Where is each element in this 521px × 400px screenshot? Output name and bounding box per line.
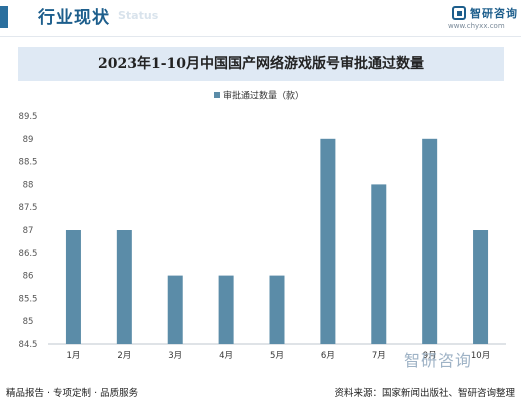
y-tick-label: 86 xyxy=(23,272,34,282)
y-tick-label: 85.5 xyxy=(19,294,38,304)
x-tick-label: 3月 xyxy=(168,351,182,361)
header-divider xyxy=(0,36,521,37)
y-tick-label: 89.5 xyxy=(19,112,38,122)
x-tick-label: 7月 xyxy=(372,351,386,361)
page-title-english: Status xyxy=(118,9,159,22)
bar xyxy=(167,275,183,344)
legend-swatch xyxy=(214,92,220,98)
footer-source: 资料来源：国家新闻出版社、智研咨询整理 xyxy=(334,388,515,399)
x-tick-label: 6月 xyxy=(321,351,335,361)
bar xyxy=(65,230,81,344)
logo-icon xyxy=(452,6,466,20)
y-tick-label: 89 xyxy=(23,135,34,145)
bar xyxy=(116,230,132,344)
logo-name: 智研咨询 xyxy=(470,7,518,20)
x-tick-label: 5月 xyxy=(270,351,284,361)
legend-label: 审批通过数量（款） xyxy=(223,90,304,102)
bar xyxy=(422,138,438,344)
x-tick-label: 2月 xyxy=(117,351,131,361)
x-tick-label: 1月 xyxy=(66,351,80,361)
x-tick-label: 10月 xyxy=(471,351,490,361)
bar xyxy=(473,230,489,344)
bar xyxy=(269,275,285,344)
bar-chart: 审批通过数量（款） 84.5 85 85.5 86 86.5 87 87.5 88 88.5 89 8… xyxy=(19,90,506,361)
bar xyxy=(218,275,234,344)
y-tick-label: 87 xyxy=(23,226,34,236)
logo-url: www.chyxx.com xyxy=(448,22,505,30)
y-tick-label: 88.5 xyxy=(19,158,38,168)
chart-title-band: 2023年1-10月中国国产网络游戏版号审批通过数量 xyxy=(18,47,504,81)
x-tick-label: 9月 xyxy=(423,351,437,361)
x-tick-label: 4月 xyxy=(219,351,233,361)
page-title: 行业现状 xyxy=(38,8,110,28)
y-tick-label: 87.5 xyxy=(19,203,38,213)
bar xyxy=(320,138,336,344)
footer-slogan: 精品报告 · 专项定制 · 品质服务 xyxy=(6,388,139,399)
chart-title: 2023年1-10月中国国产网络游戏版号审批通过数量 xyxy=(98,56,424,72)
y-tick-label: 86.5 xyxy=(19,249,38,259)
y-tick-label: 85 xyxy=(23,317,34,327)
header-accent-bar xyxy=(0,6,8,28)
page-footer: 精品报告 · 专项定制 · 品质服务 资料来源：国家新闻出版社、智研咨询整理 xyxy=(0,378,521,400)
y-tick-label: 84.5 xyxy=(19,340,38,350)
y-tick-label: 88 xyxy=(23,180,34,190)
bar xyxy=(371,184,387,344)
page-header: 行业现状 Status 智研咨询 www.chyxx.com xyxy=(0,0,521,36)
watermark-text: 智研咨询 xyxy=(404,351,473,370)
